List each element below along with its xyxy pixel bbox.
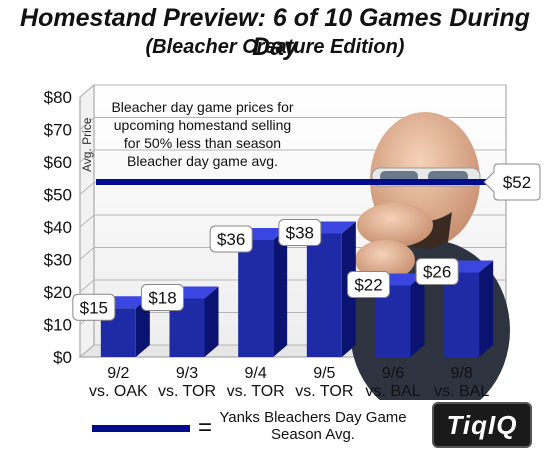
x-tick-label: vs. OAK bbox=[89, 383, 148, 400]
data-label: $36 bbox=[217, 230, 245, 249]
data-label: $15 bbox=[80, 298, 108, 317]
x-tick-label: 9/5 bbox=[313, 365, 335, 382]
bar: $36 bbox=[209, 225, 288, 357]
x-tick-label: vs. TOR bbox=[227, 383, 285, 400]
y-tick-label: $40 bbox=[44, 218, 72, 237]
y-tick-label: $0 bbox=[53, 348, 72, 367]
x-tick-label: 9/6 bbox=[382, 365, 404, 382]
data-label-box bbox=[72, 293, 116, 321]
x-tick-label: 9/2 bbox=[107, 365, 129, 382]
bar-side bbox=[204, 286, 219, 357]
bar-side bbox=[273, 228, 288, 357]
data-label-box bbox=[209, 225, 253, 253]
y-tick-label: $20 bbox=[44, 283, 72, 302]
gridline bbox=[79, 84, 506, 98]
data-label: $26 bbox=[423, 263, 451, 282]
bar-side bbox=[410, 273, 425, 357]
x-tick-label: vs. TOR bbox=[158, 383, 216, 400]
data-label: $38 bbox=[286, 224, 314, 243]
price-annotation: Bleacher day game prices for upcoming ho… bbox=[111, 99, 294, 169]
bar-front bbox=[238, 240, 274, 357]
gridline bbox=[79, 117, 506, 130]
legend-equals: = bbox=[198, 414, 213, 441]
bar: $22 bbox=[347, 271, 425, 357]
x-tick-label: vs. BAL bbox=[434, 383, 489, 400]
bar-front bbox=[444, 272, 480, 357]
data-label-box bbox=[415, 258, 459, 285]
gridline bbox=[79, 149, 506, 163]
y-tick-label: $70 bbox=[44, 121, 72, 140]
x-tick-label: vs. BAL bbox=[365, 383, 420, 400]
data-label-box bbox=[278, 219, 322, 246]
data-label-box bbox=[141, 284, 184, 311]
data-label: $18 bbox=[148, 289, 176, 308]
logo-text: TiqIQ bbox=[446, 410, 518, 440]
tiqiq-logo: TiqIQ bbox=[432, 402, 532, 448]
bar-side bbox=[135, 296, 150, 357]
bar: $15 bbox=[72, 293, 150, 357]
data-label: $22 bbox=[354, 276, 382, 295]
reference-value-label: $52 bbox=[503, 173, 531, 192]
y-axis-label: Avg. Price bbox=[80, 117, 94, 172]
y-tick-label: $60 bbox=[44, 153, 72, 172]
bar: $18 bbox=[141, 284, 219, 357]
bar: $26 bbox=[415, 258, 494, 357]
data-label-box bbox=[347, 271, 390, 298]
y-tick-label: $10 bbox=[44, 316, 72, 335]
bar-front bbox=[306, 233, 342, 357]
legend-line-swatch bbox=[92, 425, 190, 432]
legend-label: Yanks Bleachers Day Game Season Avg. bbox=[219, 409, 407, 443]
bar: $38 bbox=[278, 219, 356, 357]
chart-title: Homestand Preview: 6 of 10 Games During … bbox=[20, 4, 530, 61]
chart-subtitle: (Bleacher Creature Edition) bbox=[145, 36, 405, 58]
bar-side bbox=[479, 260, 494, 357]
reference-callout-box bbox=[483, 163, 541, 201]
y-tick-label: $30 bbox=[44, 251, 72, 270]
x-tick-label: 9/3 bbox=[176, 365, 198, 382]
bar-chart: $52 $15 $18 $36 $38 $22 $26 $0 $10 $20 $30 $40 $50… bbox=[44, 83, 541, 400]
x-tick-label: vs. TOR bbox=[295, 383, 353, 400]
y-tick-label: $50 bbox=[44, 186, 72, 205]
x-tick-label: 9/4 bbox=[245, 365, 267, 382]
x-tick-label: 9/8 bbox=[451, 365, 473, 382]
y-tick-label: $80 bbox=[44, 88, 72, 107]
